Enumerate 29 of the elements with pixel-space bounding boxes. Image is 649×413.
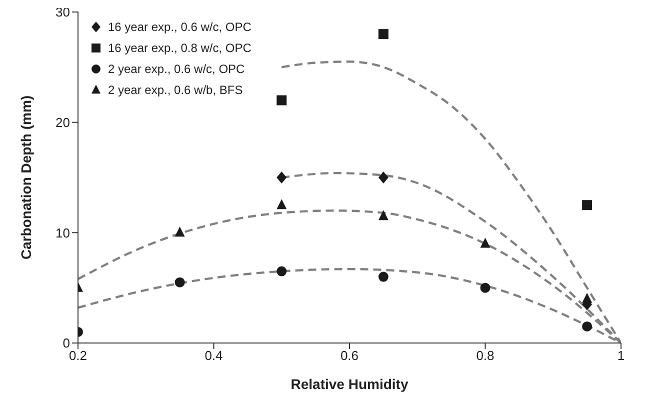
point: [378, 29, 388, 40]
point: [378, 172, 388, 184]
point: [174, 226, 185, 237]
point: [378, 210, 388, 220]
x-tick-label: 0.2: [68, 348, 88, 364]
y-axis-title: Carbonation Depth (mm): [18, 95, 34, 260]
point: [276, 172, 287, 184]
point: [582, 200, 592, 210]
legend-label: 16 year exp., 0.8 w/c, OPC: [108, 41, 252, 55]
y-tick-label: 0: [62, 336, 70, 351]
legend-label: 2 year exp., 0.6 w/b, BFS: [108, 83, 243, 97]
legend-label: 16 year exp., 0.6 w/c, OPC: [108, 20, 252, 34]
point: [276, 95, 287, 106]
point: [174, 277, 185, 288]
point: [582, 321, 592, 332]
point: [582, 292, 592, 303]
point: [276, 199, 287, 210]
x-axis-title: Relative Humidity: [290, 376, 408, 392]
x-tick-label: 0.4: [204, 348, 223, 364]
y-tick-label: 20: [56, 114, 70, 130]
x-tick-label: 0.6: [340, 348, 359, 364]
legend-label: 2 year exp., 0.6 w/c, OPC: [108, 62, 245, 76]
point: [276, 266, 287, 276]
x-tick-label: 1: [617, 348, 625, 364]
point: [480, 238, 490, 248]
point: [378, 272, 388, 282]
x-tick-label: 0.8: [476, 348, 494, 364]
point: [480, 282, 490, 293]
y-tick-label: 10: [56, 225, 70, 240]
